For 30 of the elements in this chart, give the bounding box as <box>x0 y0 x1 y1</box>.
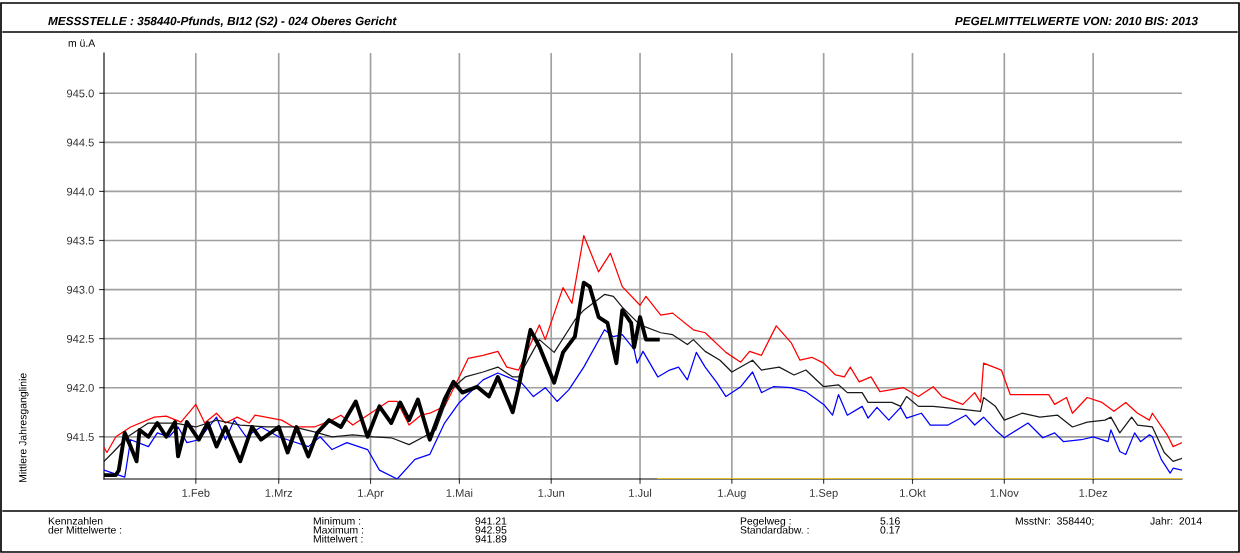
text: m ü.A <box>68 39 96 47</box>
x-tick-label: 1.Jun <box>538 489 565 497</box>
x-tick-label: 1.Jul <box>629 488 652 497</box>
x-tick-label: 1.Apr <box>358 489 384 500</box>
y-axis-title: Mittlere Jahresganglinie <box>18 373 29 483</box>
y-tick-label: 943.0 <box>67 285 94 294</box>
x-tick-label: 1.Mai <box>446 488 473 497</box>
y-tick-label: 942.0 <box>67 383 94 392</box>
y-tick-label: 942.5 <box>67 334 94 343</box>
text: MsstNr: 358440; <box>1015 517 1094 526</box>
x-tick-label: 1.Feb <box>182 488 210 497</box>
x-tick-label: 1.Sep <box>809 489 838 500</box>
x-tick-label: 1.Nov <box>990 489 1019 497</box>
chart-subtitle: PEGELMITTELWERTE VON: 2010 BIS: 2013 <box>955 16 1198 26</box>
text: Jahr: 2014 <box>1150 517 1202 525</box>
text: 5.16 0.17 <box>880 517 900 534</box>
text: Kennzahlen der Mittelwerte : <box>48 517 122 534</box>
x-tick-label: 1.Aug <box>718 489 746 500</box>
chart-title: MESSSTELLE : 358440-Pfunds, BI12 (S2) - 024 Oberes Gericht <box>48 16 397 28</box>
y-tick-label: 944.0 <box>67 187 94 196</box>
x-tick-label: 1.Mrz <box>265 489 293 497</box>
x-tick-label: 1.Okt <box>900 488 926 497</box>
text: Pegelweg : Standardabw. : <box>740 517 809 534</box>
y-tick-label: 945.0 <box>67 89 94 98</box>
y-tick-label: 943.5 <box>67 236 94 245</box>
text: Minimum : Maximum : Mittelwert : <box>313 517 363 543</box>
y-tick-label: 941.5 <box>67 433 94 441</box>
x-tick-label: 1.Dez <box>1079 489 1108 497</box>
text: 941.21 942.95 941.89 <box>475 517 507 543</box>
y-tick-label: 944.5 <box>67 138 94 147</box>
